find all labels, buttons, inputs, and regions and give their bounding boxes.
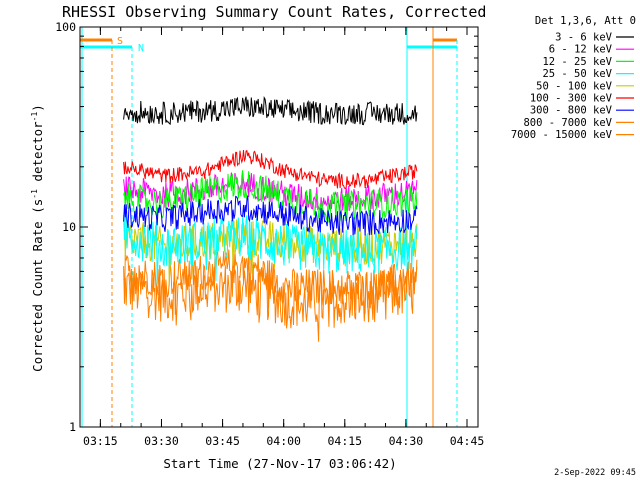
- series-line-25-50-kev: [123, 210, 418, 286]
- x-tick-label: 04:00: [266, 434, 301, 448]
- timestamp: 2-Sep-2022 09:45: [554, 468, 636, 478]
- legend-label: 100 - 300 keV: [530, 93, 613, 105]
- x-tick-label: 04:30: [389, 434, 424, 448]
- x-tick-label: 03:15: [83, 434, 118, 448]
- x-tick-label: 04:15: [327, 434, 362, 448]
- saa-flag-label: S: [117, 36, 123, 47]
- night-flag-label: N: [138, 43, 144, 54]
- y-tick-label: 10: [62, 220, 76, 234]
- legend-header: Det 1,3,6, Att 0: [535, 15, 636, 27]
- x-tick-label: 03:45: [205, 434, 240, 448]
- series-layer: [123, 96, 418, 342]
- legend-label: 800 - 7000 keV: [523, 117, 612, 129]
- legend-label: 7000 - 15000 keV: [511, 129, 613, 141]
- series-line-50-100-kev: [123, 219, 418, 287]
- x-tick-label: 03:30: [144, 434, 179, 448]
- legend-label: 300 - 800 keV: [530, 105, 613, 117]
- legend-label: 3 - 6 keV: [555, 32, 613, 44]
- legend-label: 6 - 12 keV: [549, 44, 613, 56]
- x-tick-label: 04:45: [450, 434, 485, 448]
- plot-axes: 1 10 100 03:15 03:30 03:45 04:00 04:15 04:30 04:4…: [55, 20, 484, 448]
- series-line-3-6-kev: [123, 96, 418, 126]
- y-axis-label: Corrected Count Rate (s-1 detector-1): [30, 104, 45, 372]
- y-tick-label: 100: [55, 20, 76, 34]
- series-line-12-25-kev: [123, 170, 418, 223]
- legend-label: 50 - 100 keV: [536, 80, 613, 92]
- legend-label: 25 - 50 keV: [542, 68, 612, 80]
- series-line-800-7000-kev: [123, 249, 418, 323]
- series-line-300-800-kev: [123, 195, 418, 236]
- series-line-100-300-kev: [123, 149, 418, 190]
- series-line-6-12-kev: [123, 172, 418, 213]
- chart-title: RHESSI Observing Summary Count Rates, Co…: [62, 3, 486, 21]
- flag-lines: SN: [80, 27, 458, 427]
- y-tick-label: 1: [69, 420, 76, 434]
- x-axis-label: Start Time (27-Nov-17 03:06:42): [163, 456, 396, 471]
- legend-label: 12 - 25 keV: [542, 56, 612, 68]
